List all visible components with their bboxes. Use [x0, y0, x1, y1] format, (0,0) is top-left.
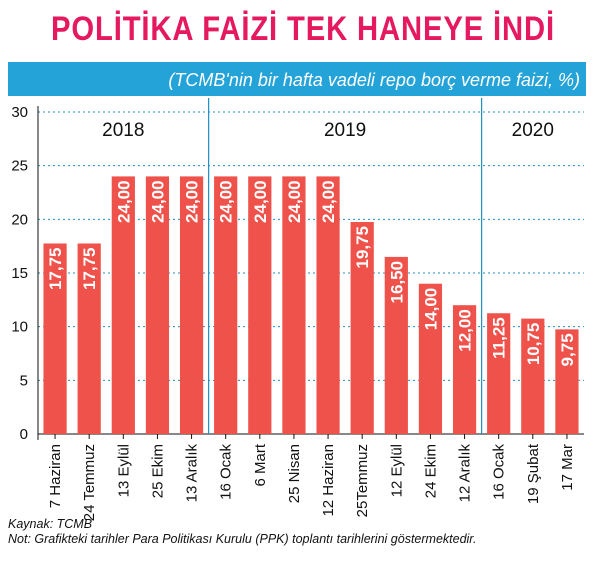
bar-value-label: 10,75: [524, 323, 543, 366]
x-tick-label: 12 Aralık: [457, 444, 474, 503]
bar: [111, 176, 135, 434]
bar-value-label: 11,25: [490, 317, 509, 359]
bar-value-label: 24,00: [114, 180, 133, 223]
bar: [316, 176, 340, 434]
bar: [179, 176, 204, 434]
y-tick-label: 30: [11, 104, 28, 121]
x-tick-label: 16 Ocak: [491, 444, 508, 500]
x-tick-label: 7 Haziran: [47, 444, 64, 508]
bar-value-label: 9,75: [558, 333, 577, 366]
bar: [521, 318, 545, 434]
bar: [418, 283, 443, 434]
bar-value-label: 19,75: [353, 226, 372, 269]
x-tick-label: 12 Haziran: [320, 444, 337, 517]
bar-value-label: 17,75: [46, 247, 65, 290]
footnote: Not: Grafikteki tarihler Para Politikası…: [8, 532, 477, 546]
chart-subtitle: (TCMB'nin bir hafta vadeli repo borç ver…: [168, 70, 580, 90]
bar: [384, 256, 408, 434]
y-tick-label: 0: [20, 426, 28, 443]
x-tick-label: 16 Ocak: [218, 444, 235, 500]
y-tick-label: 10: [11, 319, 28, 336]
bar: [43, 243, 67, 434]
x-tick-label: 19 Şubat: [525, 443, 542, 504]
y-tick-label: 20: [11, 211, 28, 228]
y-tick-label: 5: [20, 372, 28, 389]
bar: [487, 313, 511, 434]
bar: [350, 222, 374, 434]
x-tick-label: 25 Ekim: [149, 444, 166, 498]
year-label: 2018: [102, 120, 144, 141]
bar-value-label: 17,75: [80, 247, 99, 290]
x-tick-label: 25 Nisan: [286, 444, 303, 503]
bar: [282, 176, 306, 434]
y-tick-label: 25: [11, 158, 28, 175]
bar-value-label: 24,00: [251, 180, 270, 223]
x-tick-label: 12 Eylül: [388, 444, 405, 497]
bar-value-label: 12,00: [456, 309, 475, 352]
x-tick-label: 25Temmuz: [354, 444, 371, 517]
chart-title: POLİTİKA FAİZİ TEK HANEYE İNDİ: [51, 10, 555, 48]
bar-value-label: 24,00: [148, 180, 167, 223]
bar: [145, 176, 170, 434]
bar: [555, 329, 579, 434]
bar: [214, 176, 238, 434]
x-tick-label: 6 Mart: [252, 443, 269, 486]
source-note: Kaynak: TCMB: [8, 517, 93, 531]
bar-value-label: 16,50: [387, 261, 406, 304]
bar-value-label: 24,00: [183, 180, 202, 223]
x-tick-label: 13 Eylül: [115, 444, 132, 497]
bar-value-label: 24,00: [217, 180, 236, 223]
y-tick-label: 15: [11, 265, 28, 282]
subtitle-banner: [8, 62, 586, 96]
year-label: 2019: [324, 120, 366, 141]
bar-value-label: 24,00: [285, 180, 304, 223]
bar-value-label: 24,00: [319, 180, 338, 223]
bar-value-label: 14,00: [421, 288, 440, 331]
bar: [452, 305, 477, 434]
x-tick-label: 24 Ekim: [422, 444, 439, 498]
year-label: 2020: [512, 120, 554, 141]
x-tick-label: 24 Temmuz: [81, 444, 98, 521]
bar: [77, 243, 101, 434]
x-tick-label: 13 Aralık: [184, 444, 201, 503]
bar: [248, 176, 272, 434]
x-tick-label: 17 Mar: [559, 444, 576, 491]
